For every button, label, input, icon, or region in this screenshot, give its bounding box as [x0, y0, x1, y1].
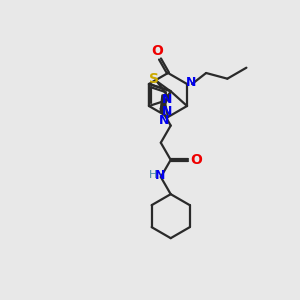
Text: N: N — [186, 76, 196, 88]
Text: N: N — [154, 169, 165, 182]
Text: H: H — [148, 170, 157, 180]
Text: N: N — [159, 113, 169, 127]
Text: N: N — [162, 105, 172, 118]
Text: O: O — [190, 153, 202, 167]
Text: S: S — [149, 72, 159, 86]
Text: N: N — [162, 93, 172, 106]
Text: O: O — [151, 44, 163, 58]
